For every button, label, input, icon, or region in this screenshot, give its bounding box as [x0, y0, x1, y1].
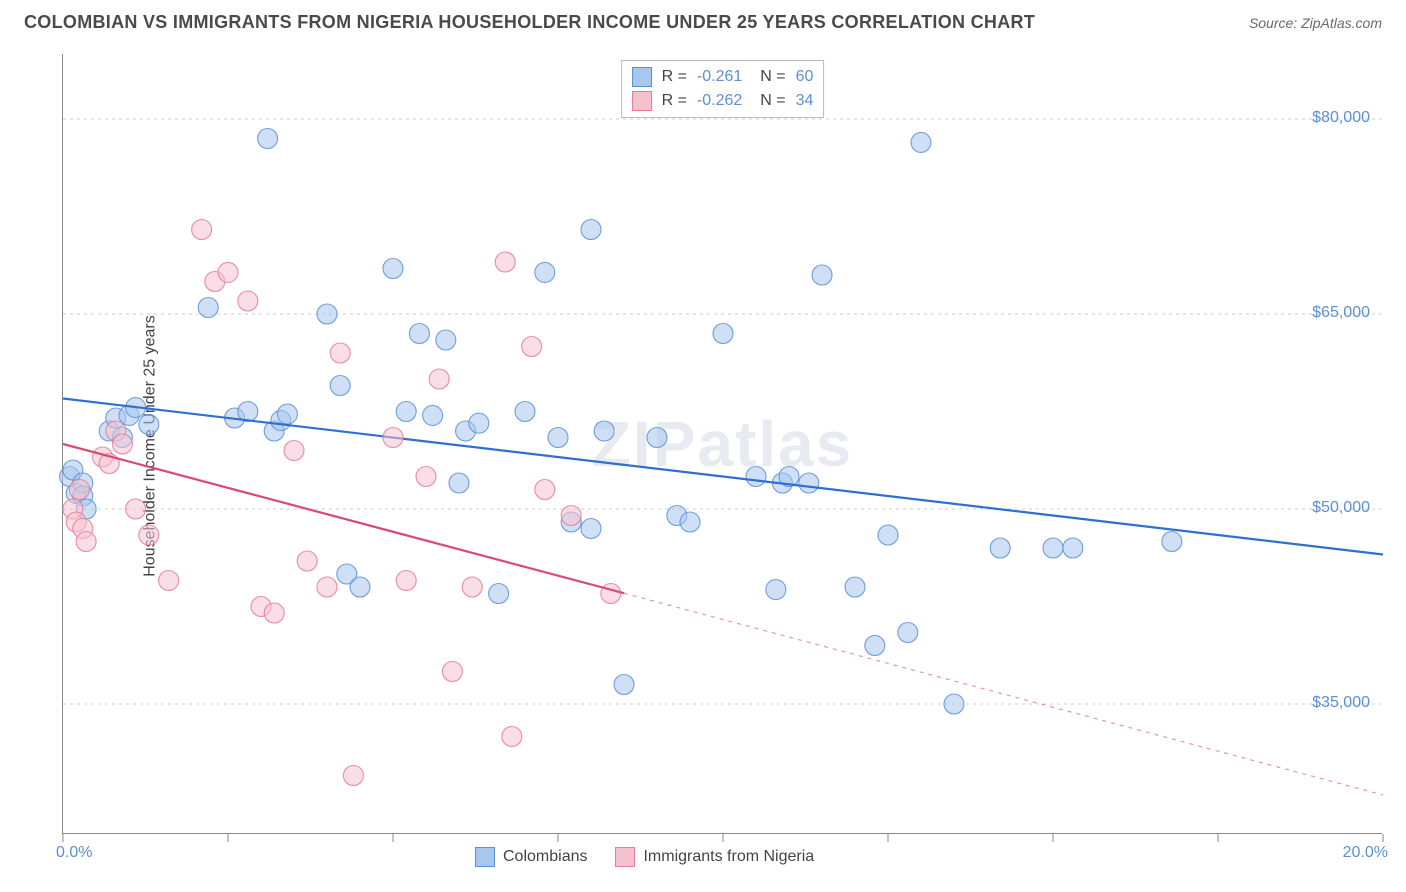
n-value: 34 — [796, 92, 814, 110]
n-label: N = — [760, 68, 785, 86]
legend-swatch — [475, 847, 495, 867]
correlation-legend-row: R = -0.262 N = 34 — [632, 89, 814, 113]
x-min-label: 0.0% — [56, 844, 92, 862]
x-max-label: 20.0% — [1343, 844, 1388, 862]
legend-swatch — [632, 67, 652, 87]
correlation-legend: R = -0.261 N = 60 R = -0.262 N = 34 — [621, 60, 825, 118]
bottom-legend-item: Colombians — [475, 847, 587, 867]
r-value: -0.262 — [697, 92, 742, 110]
source-label: Source: ZipAtlas.com — [1249, 15, 1382, 31]
y-tick-label: $65,000 — [1312, 304, 1370, 322]
chart-title: COLOMBIAN VS IMMIGRANTS FROM NIGERIA HOU… — [24, 12, 1035, 33]
r-label: R = — [662, 92, 687, 110]
chart-plot-area: ZIPatlas R =-0.261N =60R =-0.262N =34 $3… — [62, 54, 1382, 834]
bottom-legend: Colombians Immigrants from Nigeria — [475, 847, 814, 867]
n-value: 60 — [796, 68, 814, 86]
legend-label: Immigrants from Nigeria — [643, 848, 814, 866]
n-label: N = — [760, 92, 785, 110]
y-tick-label: $35,000 — [1312, 694, 1370, 712]
legend-swatch — [615, 847, 635, 867]
legend-label: Colombians — [503, 848, 587, 866]
correlation-legend-row: R = -0.261 N = 60 — [632, 65, 814, 89]
chart-svg — [63, 54, 1383, 834]
y-tick-label: $50,000 — [1312, 499, 1370, 517]
y-tick-label: $80,000 — [1312, 109, 1370, 127]
bottom-legend-item: Immigrants from Nigeria — [615, 847, 814, 867]
r-value: -0.261 — [697, 68, 742, 86]
r-label: R = — [662, 68, 687, 86]
legend-swatch — [632, 91, 652, 111]
